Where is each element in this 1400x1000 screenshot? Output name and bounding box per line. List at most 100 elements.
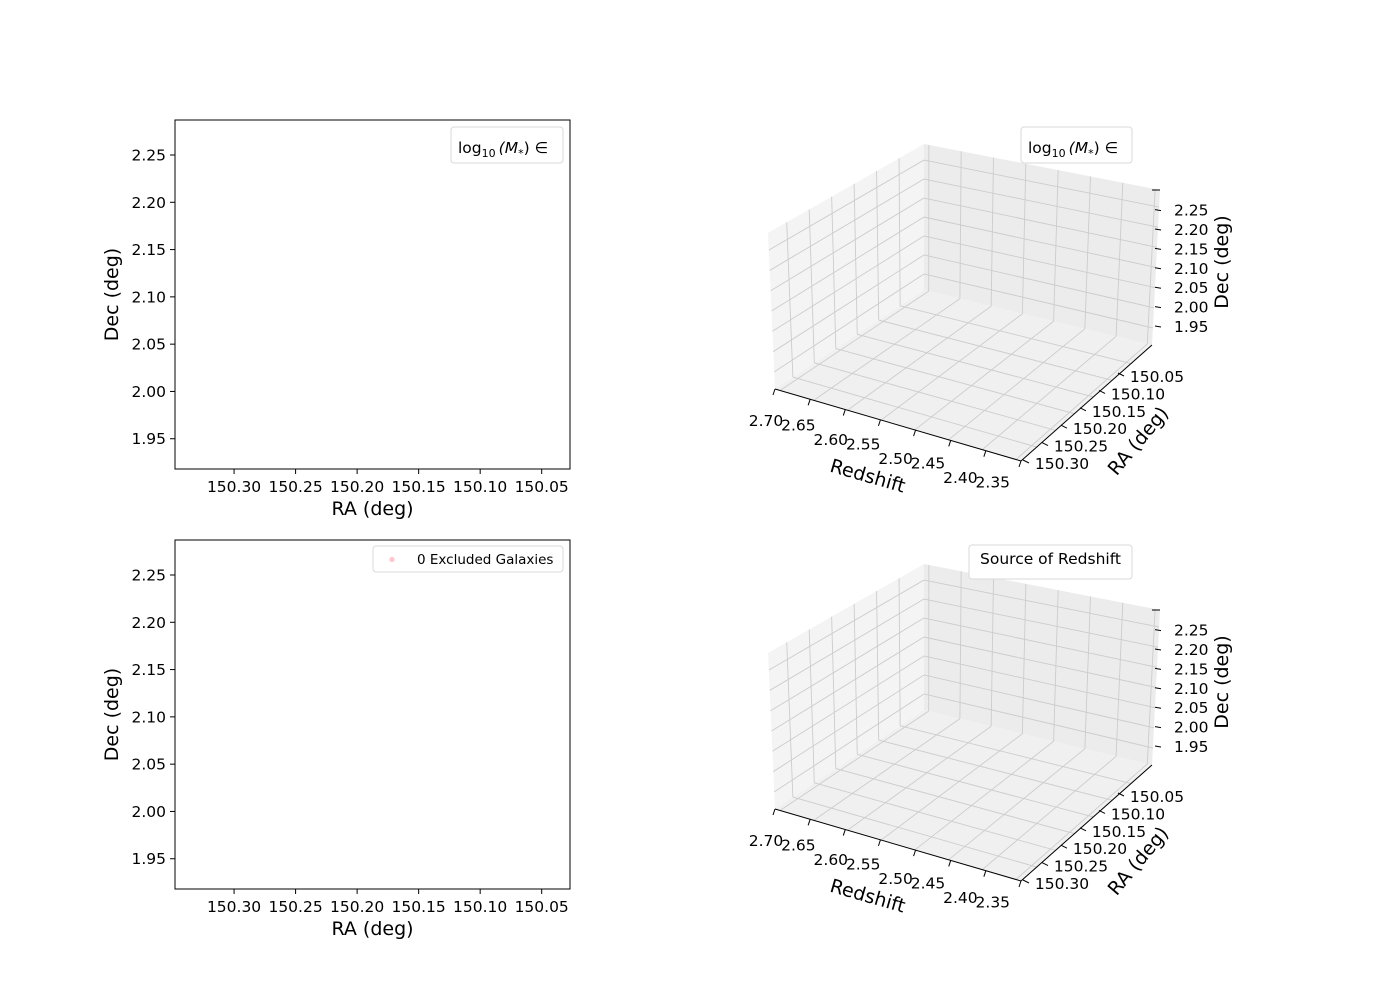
back-grid-line [923, 598, 1159, 648]
y-tick-label: 2.25 [131, 146, 166, 164]
x-axis-label: RA (deg) [331, 498, 413, 520]
ra-tick-mark [1117, 372, 1125, 377]
x-tick-label: 150.25 [268, 898, 322, 916]
legend-title-part: (M [1069, 139, 1088, 157]
dec-tick-mark [1154, 667, 1162, 670]
floor-grid-line [813, 298, 961, 401]
dec-tick-label: 2.20 [1174, 221, 1209, 239]
back-grid-line [923, 273, 1153, 329]
floor-grid-line [835, 768, 1075, 835]
left-grid-line [770, 197, 925, 292]
x-tick-label: 150.30 [207, 898, 261, 916]
dec-tick-mark [1154, 648, 1162, 651]
floor-grid-line [880, 313, 1023, 421]
redshift-tick-label: 2.40 [943, 469, 978, 487]
dec-tick-mark [1154, 325, 1162, 328]
dec-tick-label: 2.10 [1174, 680, 1209, 698]
floor-grid-line [814, 362, 1056, 431]
plot-area [174, 119, 571, 470]
y-tick-label: 2.10 [131, 708, 166, 726]
redshift-tick-mark [807, 819, 811, 826]
x-tick-label: 150.20 [330, 478, 384, 496]
redshift-tick-mark [948, 860, 952, 867]
back-grid-line [923, 235, 1156, 289]
panel-bottom-right-3d: 2.702.652.602.552.502.452.402.35150.0515… [749, 544, 1233, 917]
floor-grid-line [847, 725, 992, 831]
ra-axis-line [1020, 764, 1153, 882]
floor-grid-line [857, 753, 1094, 818]
legend-title-part: 10 [1052, 147, 1066, 160]
ra-tick-label: 150.30 [1035, 455, 1089, 473]
x-tick-label: 150.05 [515, 898, 569, 916]
back-grid-line [923, 655, 1156, 709]
redshift-tick-mark [1018, 460, 1022, 468]
ra-tick-mark [1022, 879, 1030, 884]
redshift-tick-label: 2.60 [814, 851, 849, 869]
legend-title: log10 (M*) ∈ [458, 139, 548, 160]
back-grid-line [923, 254, 1155, 309]
ra-tick-mark [1022, 459, 1030, 464]
y-tick-label: 2.20 [131, 614, 166, 632]
dec-tick-label: 2.05 [1174, 279, 1209, 297]
floor-pane [775, 710, 1152, 881]
ra-tick-mark [1098, 389, 1106, 394]
y-tick-label: 2.25 [131, 566, 166, 584]
dec-tick-label: 2.15 [1174, 660, 1209, 678]
dec-tick-mark [1154, 247, 1162, 250]
y-tick-label: 2.20 [131, 194, 166, 212]
legend-title-part: log [1028, 139, 1052, 157]
y-tick-label: 2.10 [131, 288, 166, 306]
redshift-tick-mark [877, 419, 881, 427]
dec-tick-mark [1154, 228, 1162, 231]
ra-tick-label: 150.20 [1073, 420, 1127, 438]
dec-tick-label: 2.10 [1174, 260, 1209, 278]
legend-label-excluded: 0 Excluded Galaxies [417, 552, 553, 568]
dec-tick-label: 1.95 [1174, 318, 1209, 336]
dec-tick-label: 2.15 [1174, 240, 1209, 258]
legend-title-part: * [518, 147, 524, 160]
floor-grid-line [880, 733, 1023, 841]
redshift-tick-label: 2.65 [781, 417, 816, 435]
y-tick-label: 2.00 [131, 383, 166, 401]
y-axis-label: Dec (deg) [101, 248, 123, 341]
floor-grid-line [813, 718, 961, 821]
ra-tick-label: 150.05 [1130, 788, 1184, 806]
floor-grid-line [914, 740, 1054, 851]
ra-tick-label: 150.10 [1111, 385, 1165, 403]
legend-marker-excluded [389, 556, 395, 563]
dec-tick-mark [1154, 726, 1162, 729]
floor-grid-line [847, 305, 992, 411]
redshift-tick-mark [948, 440, 952, 447]
x-tick-label: 150.10 [453, 898, 507, 916]
plot-area [174, 539, 571, 890]
back-grid-line [923, 178, 1159, 228]
redshift-tick-mark [913, 849, 917, 857]
ra-tick-mark [1060, 844, 1068, 849]
floor-pane [775, 290, 1152, 461]
ra-tick-mark [1079, 827, 1087, 832]
left-grid-line [768, 579, 925, 671]
left-grid-line [768, 159, 925, 251]
floor-grid-line [792, 376, 1037, 448]
legend-box [1020, 126, 1133, 164]
ra-tick-label: 150.10 [1111, 805, 1165, 823]
floor-grid-line [900, 725, 1132, 784]
redshift-tick-mark [983, 870, 987, 877]
redshift-tick-label: 2.55 [846, 856, 881, 874]
floor-grid-line [878, 319, 1113, 381]
dec-tick-mark [1154, 286, 1162, 289]
panel-top-right-3d: 2.702.652.602.552.502.452.402.35150.0515… [749, 126, 1233, 497]
redshift-tick-mark [983, 450, 987, 457]
legend-title-part: (M [499, 139, 518, 157]
floor-grid-line [1015, 763, 1148, 880]
dec-tick-label: 2.05 [1174, 699, 1209, 717]
redshift-axis-line [774, 388, 1022, 462]
floor-grid-line [948, 748, 1086, 861]
ra-tick-label: 150.30 [1035, 875, 1089, 893]
floor-grid-line [779, 710, 929, 811]
ra-tick-mark [1117, 792, 1125, 797]
x-tick-label: 150.20 [330, 898, 384, 916]
floor-grid-line [981, 335, 1117, 451]
left-grid-line [773, 674, 925, 772]
